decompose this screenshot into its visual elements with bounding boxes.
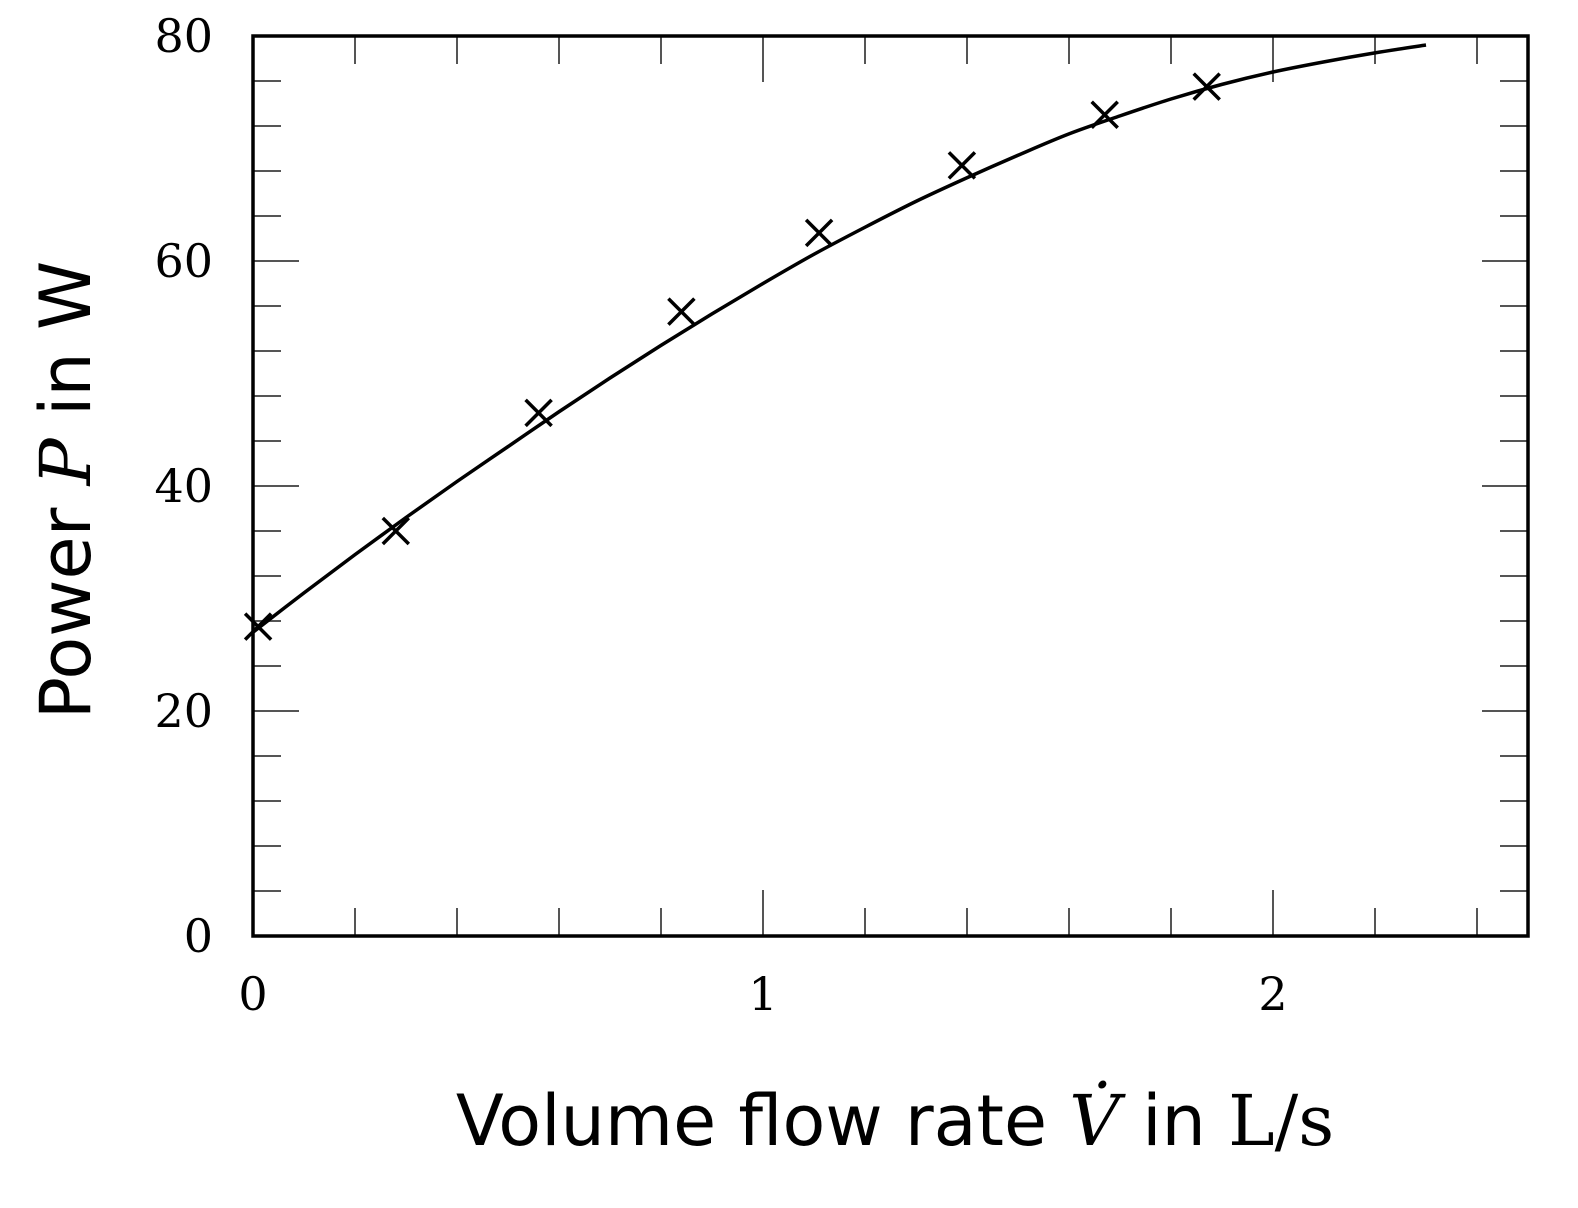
y-tick-label: 80 xyxy=(154,9,213,63)
y-axis-label-variable: P xyxy=(25,436,107,487)
y-tick-label: 0 xyxy=(184,909,213,963)
marker-stroke xyxy=(667,297,696,326)
data-point-marker xyxy=(243,612,273,641)
x-axis-label-variable: V̇ xyxy=(1069,1080,1126,1162)
data-point-marker xyxy=(381,516,411,546)
x-tick-label: 1 xyxy=(748,967,777,1021)
fit-curve-layer xyxy=(251,43,1427,634)
x-tick-label: 2 xyxy=(1258,967,1287,1021)
data-point-marker xyxy=(804,218,834,248)
x-axis-label-prefix: Volume flow rate xyxy=(456,1080,1069,1162)
marker-stroke xyxy=(524,398,553,428)
x-axis-label-middle: in xyxy=(1120,1080,1228,1162)
y-tick-label: 60 xyxy=(154,234,213,288)
data-point-marker xyxy=(524,398,553,428)
x-tick-label: 0 xyxy=(238,967,267,1021)
y-axis-label-unit: W xyxy=(25,261,107,330)
axis-ticks xyxy=(252,35,1528,937)
y-axis-label: Power P in W xyxy=(25,261,107,720)
y-tick-label: 40 xyxy=(154,459,213,513)
fit-curve xyxy=(251,43,1427,634)
plot-frame xyxy=(251,34,1530,938)
y-axis-label-prefix: Power xyxy=(25,485,107,719)
data-point-marker xyxy=(1192,72,1221,101)
x-axis-label-unit: L/s xyxy=(1228,1080,1334,1162)
y-tick-label: 20 xyxy=(154,684,213,738)
data-point-marker xyxy=(667,297,696,326)
marker-stroke xyxy=(243,612,273,641)
marker-stroke xyxy=(381,516,411,546)
data-point-marker xyxy=(947,151,977,180)
data-markers xyxy=(243,72,1221,641)
marker-stroke xyxy=(1192,72,1221,101)
y-axis-label-middle: in xyxy=(25,330,107,438)
x-axis-label: Volume flow rate V̇ in L/s xyxy=(456,1080,1334,1162)
marker-stroke xyxy=(804,218,834,248)
data-point-marker xyxy=(1090,100,1119,129)
marker-stroke xyxy=(947,151,977,180)
marker-stroke xyxy=(1090,100,1119,129)
